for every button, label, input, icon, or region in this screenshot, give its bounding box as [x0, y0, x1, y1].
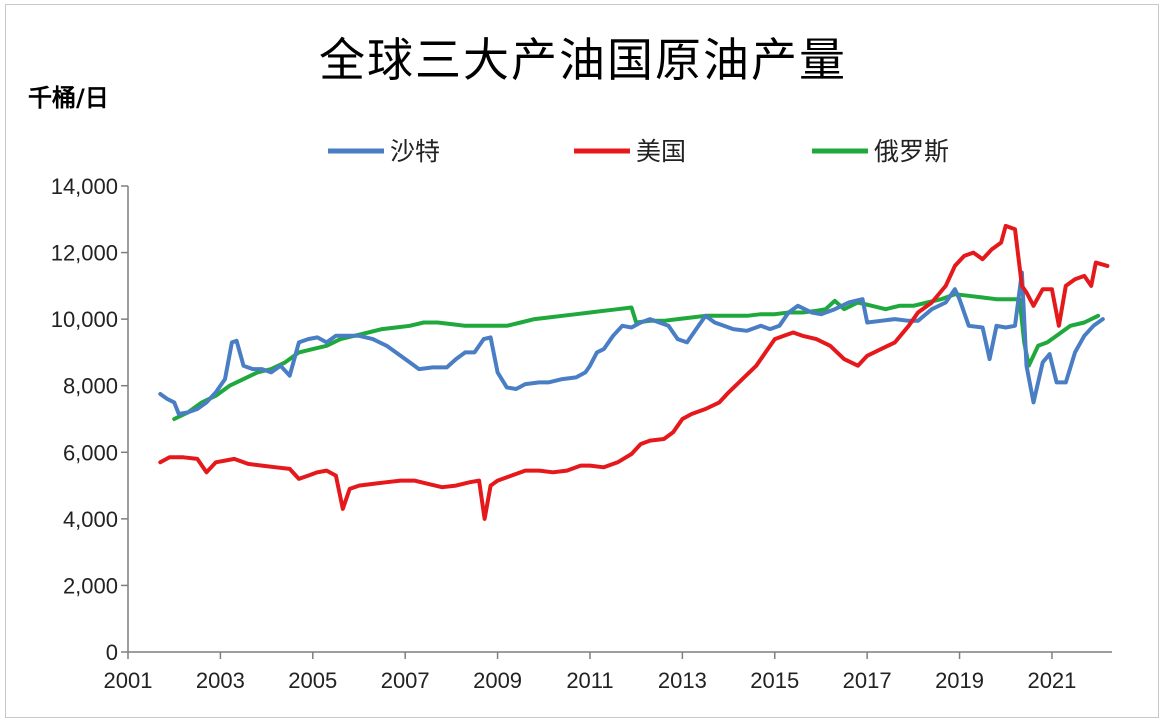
- legend: 沙特 美国 俄罗斯: [328, 137, 949, 166]
- x-tick-label: 2013: [658, 668, 707, 693]
- axes: 0 2,000 4,000 6,000 8,000 10,000 12,000 14,000 2…: [51, 174, 1112, 693]
- y-tick-label: 8,000: [63, 374, 118, 399]
- series-line-2: [172, 292, 1101, 421]
- y-axis-unit-label: 千桶/日: [28, 84, 109, 112]
- series-line-1: [158, 223, 1110, 521]
- y-tick-label: 2,000: [63, 573, 118, 598]
- x-tick-label: 2003: [196, 668, 245, 693]
- legend-label-0: 沙特: [390, 137, 440, 166]
- chart-title: 全球三大产油国原油产量: [319, 33, 847, 87]
- x-tick-label: 2001: [104, 668, 153, 693]
- y-tick-label: 4,000: [63, 507, 118, 532]
- y-tick-label: 10,000: [51, 307, 118, 332]
- x-tick-label: 2005: [288, 668, 337, 693]
- x-tick-label: 2017: [843, 668, 892, 693]
- x-tick-label: 2007: [381, 668, 430, 693]
- x-tick-label: 2019: [935, 668, 984, 693]
- chart-frame: [5, 4, 1159, 718]
- y-tick-label: 12,000: [51, 241, 118, 266]
- legend-label-1: 美国: [636, 137, 686, 166]
- x-tick-label: 2009: [473, 668, 522, 693]
- y-tick-label: 0: [106, 640, 118, 665]
- x-tick-label: 2011: [566, 668, 613, 693]
- series-group: [158, 223, 1110, 521]
- series-line-0: [158, 270, 1105, 416]
- x-tick-label: 2015: [750, 668, 799, 693]
- y-tick-label: 14,000: [51, 174, 118, 199]
- legend-label-2: 俄罗斯: [874, 137, 949, 166]
- y-tick-label: 6,000: [63, 440, 118, 465]
- x-tick-label: 2021: [1027, 668, 1076, 693]
